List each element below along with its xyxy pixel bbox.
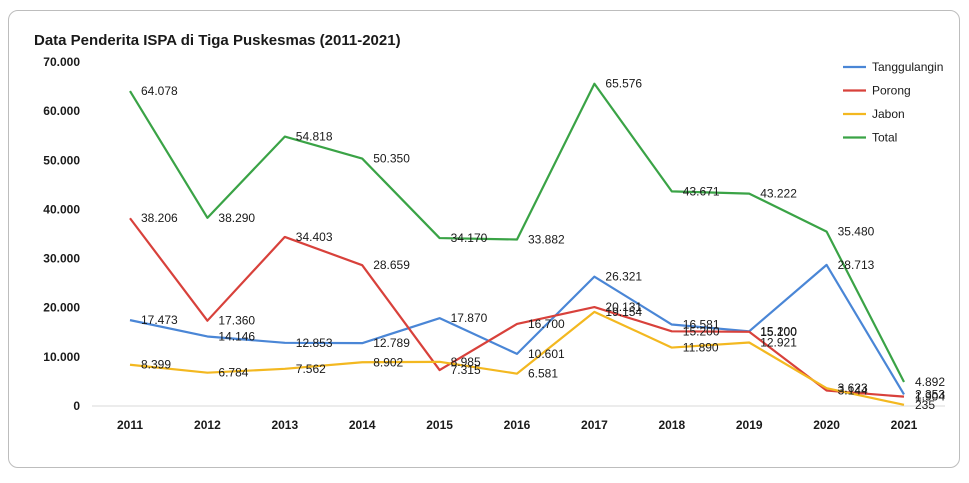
x-tick-label: 2011 xyxy=(117,418,143,432)
x-tick-label: 2015 xyxy=(426,418,453,432)
data-label-total: 43.671 xyxy=(683,184,720,198)
data-label-jabon: 8.902 xyxy=(373,355,403,369)
x-tick-label: 2019 xyxy=(736,418,763,432)
legend-label-porong: Porong xyxy=(872,84,911,98)
data-label-jabon: 12.921 xyxy=(760,336,797,350)
y-tick-label: 60.000 xyxy=(43,104,80,118)
legend-label-tanggulangin: Tanggulangin xyxy=(872,60,943,74)
data-label-jabon: 8.399 xyxy=(141,358,171,372)
data-label-porong: 1.904 xyxy=(915,390,945,404)
data-label-tanggulangin: 26.321 xyxy=(605,270,642,284)
x-tick-label: 2016 xyxy=(504,418,531,432)
data-label-total: 4.892 xyxy=(915,375,945,389)
x-tick-label: 2013 xyxy=(271,418,298,432)
data-label-tanggulangin: 28.713 xyxy=(838,258,875,272)
data-label-jabon: 6.581 xyxy=(528,367,558,381)
data-label-jabon: 235 xyxy=(915,398,935,412)
x-tick-label: 2018 xyxy=(658,418,685,432)
x-tick-label: 2017 xyxy=(581,418,608,432)
data-label-porong: 16.700 xyxy=(528,317,565,331)
data-label-tanggulangin: 10.601 xyxy=(528,347,565,361)
x-tick-label: 2012 xyxy=(194,418,221,432)
data-label-jabon: 19.154 xyxy=(605,305,642,319)
data-label-jabon: 3.623 xyxy=(838,381,868,395)
data-label-jabon: 11.890 xyxy=(683,341,719,355)
data-label-total: 34.170 xyxy=(451,231,488,245)
data-label-tanggulangin: 2.353 xyxy=(915,387,945,401)
data-label-porong: 28.659 xyxy=(373,258,410,272)
data-label-total: 43.222 xyxy=(760,187,797,201)
y-tick-label: 70.000 xyxy=(43,55,80,69)
data-label-tanggulangin: 16.581 xyxy=(683,318,720,332)
x-tick-label: 2020 xyxy=(813,418,840,432)
data-label-tanggulangin: 14.146 xyxy=(218,329,255,343)
data-label-total: 38.290 xyxy=(218,211,255,225)
data-label-jabon: 7.562 xyxy=(296,362,326,376)
legend-label-total: Total xyxy=(872,131,897,145)
x-tick-label: 2014 xyxy=(349,418,376,432)
data-label-porong: 20.131 xyxy=(605,300,642,314)
data-label-tanggulangin: 12.789 xyxy=(373,336,410,350)
legend-label-jabon: Jabon xyxy=(872,107,905,121)
data-label-total: 50.350 xyxy=(373,152,410,166)
chart-title: Data Penderita ISPA di Tiga Puskesmas (2… xyxy=(34,32,401,49)
data-label-total: 64.078 xyxy=(141,84,178,98)
y-tick-label: 40.000 xyxy=(43,202,80,216)
data-label-jabon: 8.985 xyxy=(451,355,481,369)
data-label-porong: 3.144 xyxy=(838,384,868,398)
data-label-porong: 15.200 xyxy=(683,324,720,338)
data-label-porong: 34.403 xyxy=(296,230,333,244)
data-label-tanggulangin: 17.473 xyxy=(141,313,178,327)
data-label-tanggulangin: 15.200 xyxy=(760,324,797,338)
y-tick-label: 20.000 xyxy=(43,301,80,315)
x-tick-label: 2021 xyxy=(891,418,918,432)
data-label-porong: 15.100 xyxy=(760,325,797,339)
y-tick-label: 0 xyxy=(73,399,80,413)
data-label-total: 54.818 xyxy=(296,130,333,144)
y-tick-label: 50.000 xyxy=(43,153,80,167)
y-tick-label: 30.000 xyxy=(43,252,80,266)
data-label-total: 35.480 xyxy=(838,225,875,239)
data-label-total: 65.576 xyxy=(605,77,642,91)
data-label-jabon: 6.784 xyxy=(218,366,248,380)
data-label-porong: 17.360 xyxy=(218,314,255,328)
data-label-tanggulangin: 17.870 xyxy=(451,311,488,325)
y-tick-label: 10.000 xyxy=(43,350,80,364)
data-label-tanggulangin: 12.853 xyxy=(296,336,333,350)
data-label-porong: 38.206 xyxy=(141,211,178,225)
data-label-total: 33.882 xyxy=(528,232,565,246)
data-label-porong: 7.315 xyxy=(451,363,481,377)
